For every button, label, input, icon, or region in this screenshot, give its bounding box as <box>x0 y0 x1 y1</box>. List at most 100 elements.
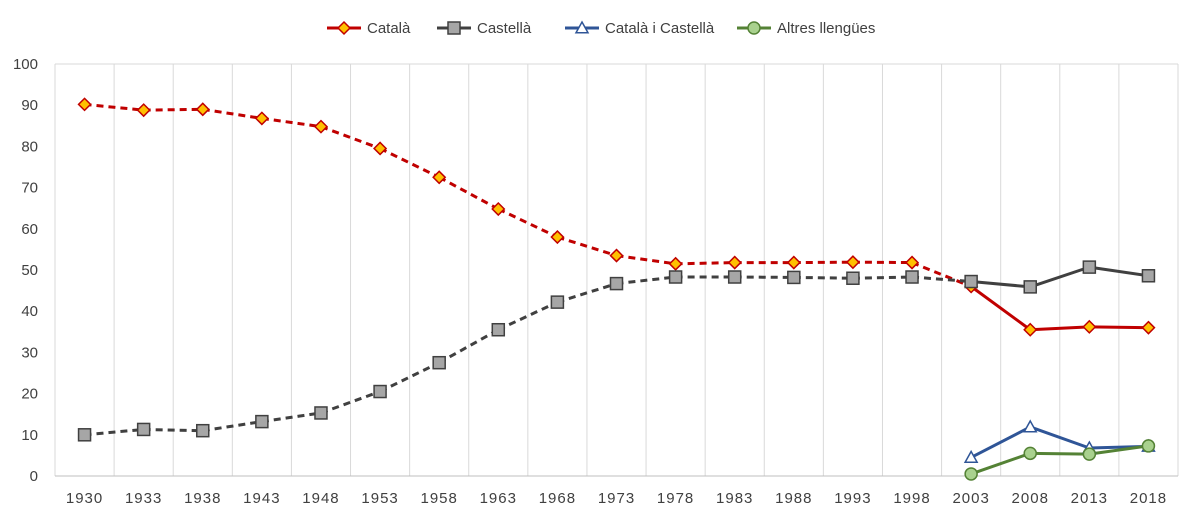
data-point <box>1022 419 1038 433</box>
data-point <box>255 414 269 429</box>
y-tick-label: 90 <box>21 97 38 114</box>
series-segment <box>793 275 853 280</box>
series-segment <box>202 107 263 120</box>
x-tick-label: 1958 <box>420 490 457 507</box>
series-segment <box>969 451 1032 476</box>
x-tick-label: 1943 <box>243 490 280 507</box>
x-tick-label: 2003 <box>952 490 989 507</box>
series-segment <box>911 275 972 284</box>
series-segment <box>1028 451 1091 456</box>
x-tick-label: 1933 <box>125 490 162 507</box>
data-point <box>1141 269 1156 283</box>
series-segment <box>1087 444 1150 456</box>
series-segment <box>497 207 559 239</box>
series-segment <box>261 411 322 424</box>
series-segment <box>1028 425 1091 450</box>
data-point <box>77 97 92 112</box>
data-point <box>1141 439 1156 453</box>
x-tick-label: 2018 <box>1130 490 1167 507</box>
data-point <box>491 201 506 217</box>
series-segment <box>556 282 617 304</box>
axes: 0 10 20 30 40 50 60 70 80 90 100 1930 1933 1938 1943 19… <box>13 56 1178 507</box>
x-tick-label: 1983 <box>716 490 753 507</box>
data-point <box>77 428 92 442</box>
data-point <box>432 355 446 370</box>
data-point <box>668 256 683 271</box>
data-point <box>491 322 506 337</box>
series-segment <box>320 125 381 150</box>
series-segment <box>261 116 322 129</box>
y-tick-label: 20 <box>21 386 38 403</box>
x-tick-label: 1973 <box>598 490 635 507</box>
series-segment <box>143 427 203 433</box>
legend-swatch-marker <box>574 20 590 34</box>
data-point <box>964 467 978 481</box>
data-point <box>727 255 742 270</box>
data-point <box>963 449 979 464</box>
data-point <box>313 119 329 134</box>
legend-swatch-marker <box>747 21 761 35</box>
x-tick-label: 1968 <box>539 490 576 507</box>
data-point <box>550 295 565 309</box>
y-tick-label: 60 <box>21 221 38 238</box>
data-point <box>373 141 388 156</box>
y-tick-label: 70 <box>21 180 38 197</box>
series-segment <box>1028 265 1091 289</box>
data-point <box>786 255 801 270</box>
x-tick-label: 1963 <box>480 490 517 507</box>
x-tick-label: 1948 <box>302 490 339 507</box>
series-segment <box>379 361 440 393</box>
series-segment <box>911 261 972 288</box>
series-segment <box>969 280 1032 289</box>
series-segment <box>969 284 1032 332</box>
legend-label: Català i Castellà <box>605 20 715 37</box>
data-point <box>1023 322 1038 337</box>
data-point <box>373 384 387 399</box>
data-point <box>550 229 565 245</box>
x-tick-label: 2013 <box>1071 490 1108 507</box>
x-tick-label: 1953 <box>361 490 398 507</box>
series-segment <box>616 275 676 286</box>
y-tick-label: 10 <box>21 427 38 444</box>
series-segment <box>969 425 1032 459</box>
y-tick-label: 50 <box>21 262 38 279</box>
data-point <box>196 423 210 438</box>
x-tick-label: 1930 <box>66 490 103 507</box>
data-point <box>905 270 919 284</box>
series-segment <box>143 107 203 112</box>
x-tick-label: 1998 <box>893 490 930 507</box>
data-markers <box>77 97 1156 481</box>
data-point <box>1082 260 1097 274</box>
data-point <box>1023 446 1037 461</box>
series-segment <box>1087 265 1150 278</box>
y-tick-label: 30 <box>21 344 38 361</box>
series-segment <box>675 261 735 266</box>
data-point <box>1023 280 1037 294</box>
x-tick-label: 1988 <box>775 490 812 507</box>
series-segment <box>1087 325 1150 330</box>
data-point <box>727 270 742 284</box>
data-point <box>609 248 624 263</box>
data-point <box>787 270 801 285</box>
data-point <box>668 270 683 284</box>
series-segment <box>556 235 617 258</box>
series-segment <box>320 390 381 415</box>
series-segment <box>616 254 676 266</box>
data-point <box>254 111 269 126</box>
y-tick-label: 0 <box>30 468 38 485</box>
data-point <box>609 276 624 291</box>
series-segment <box>84 427 144 437</box>
data-point <box>1082 319 1097 334</box>
series-segment <box>497 300 559 332</box>
legend-label: Català <box>367 20 411 37</box>
data-point <box>195 102 210 117</box>
x-tick-label: 1978 <box>657 490 694 507</box>
data-point <box>1141 320 1156 335</box>
data-point <box>846 271 860 285</box>
legend-label: Castellà <box>477 20 532 37</box>
series-segment <box>84 102 144 112</box>
data-point <box>845 255 860 270</box>
legend-label: Altres llengües <box>777 20 875 37</box>
